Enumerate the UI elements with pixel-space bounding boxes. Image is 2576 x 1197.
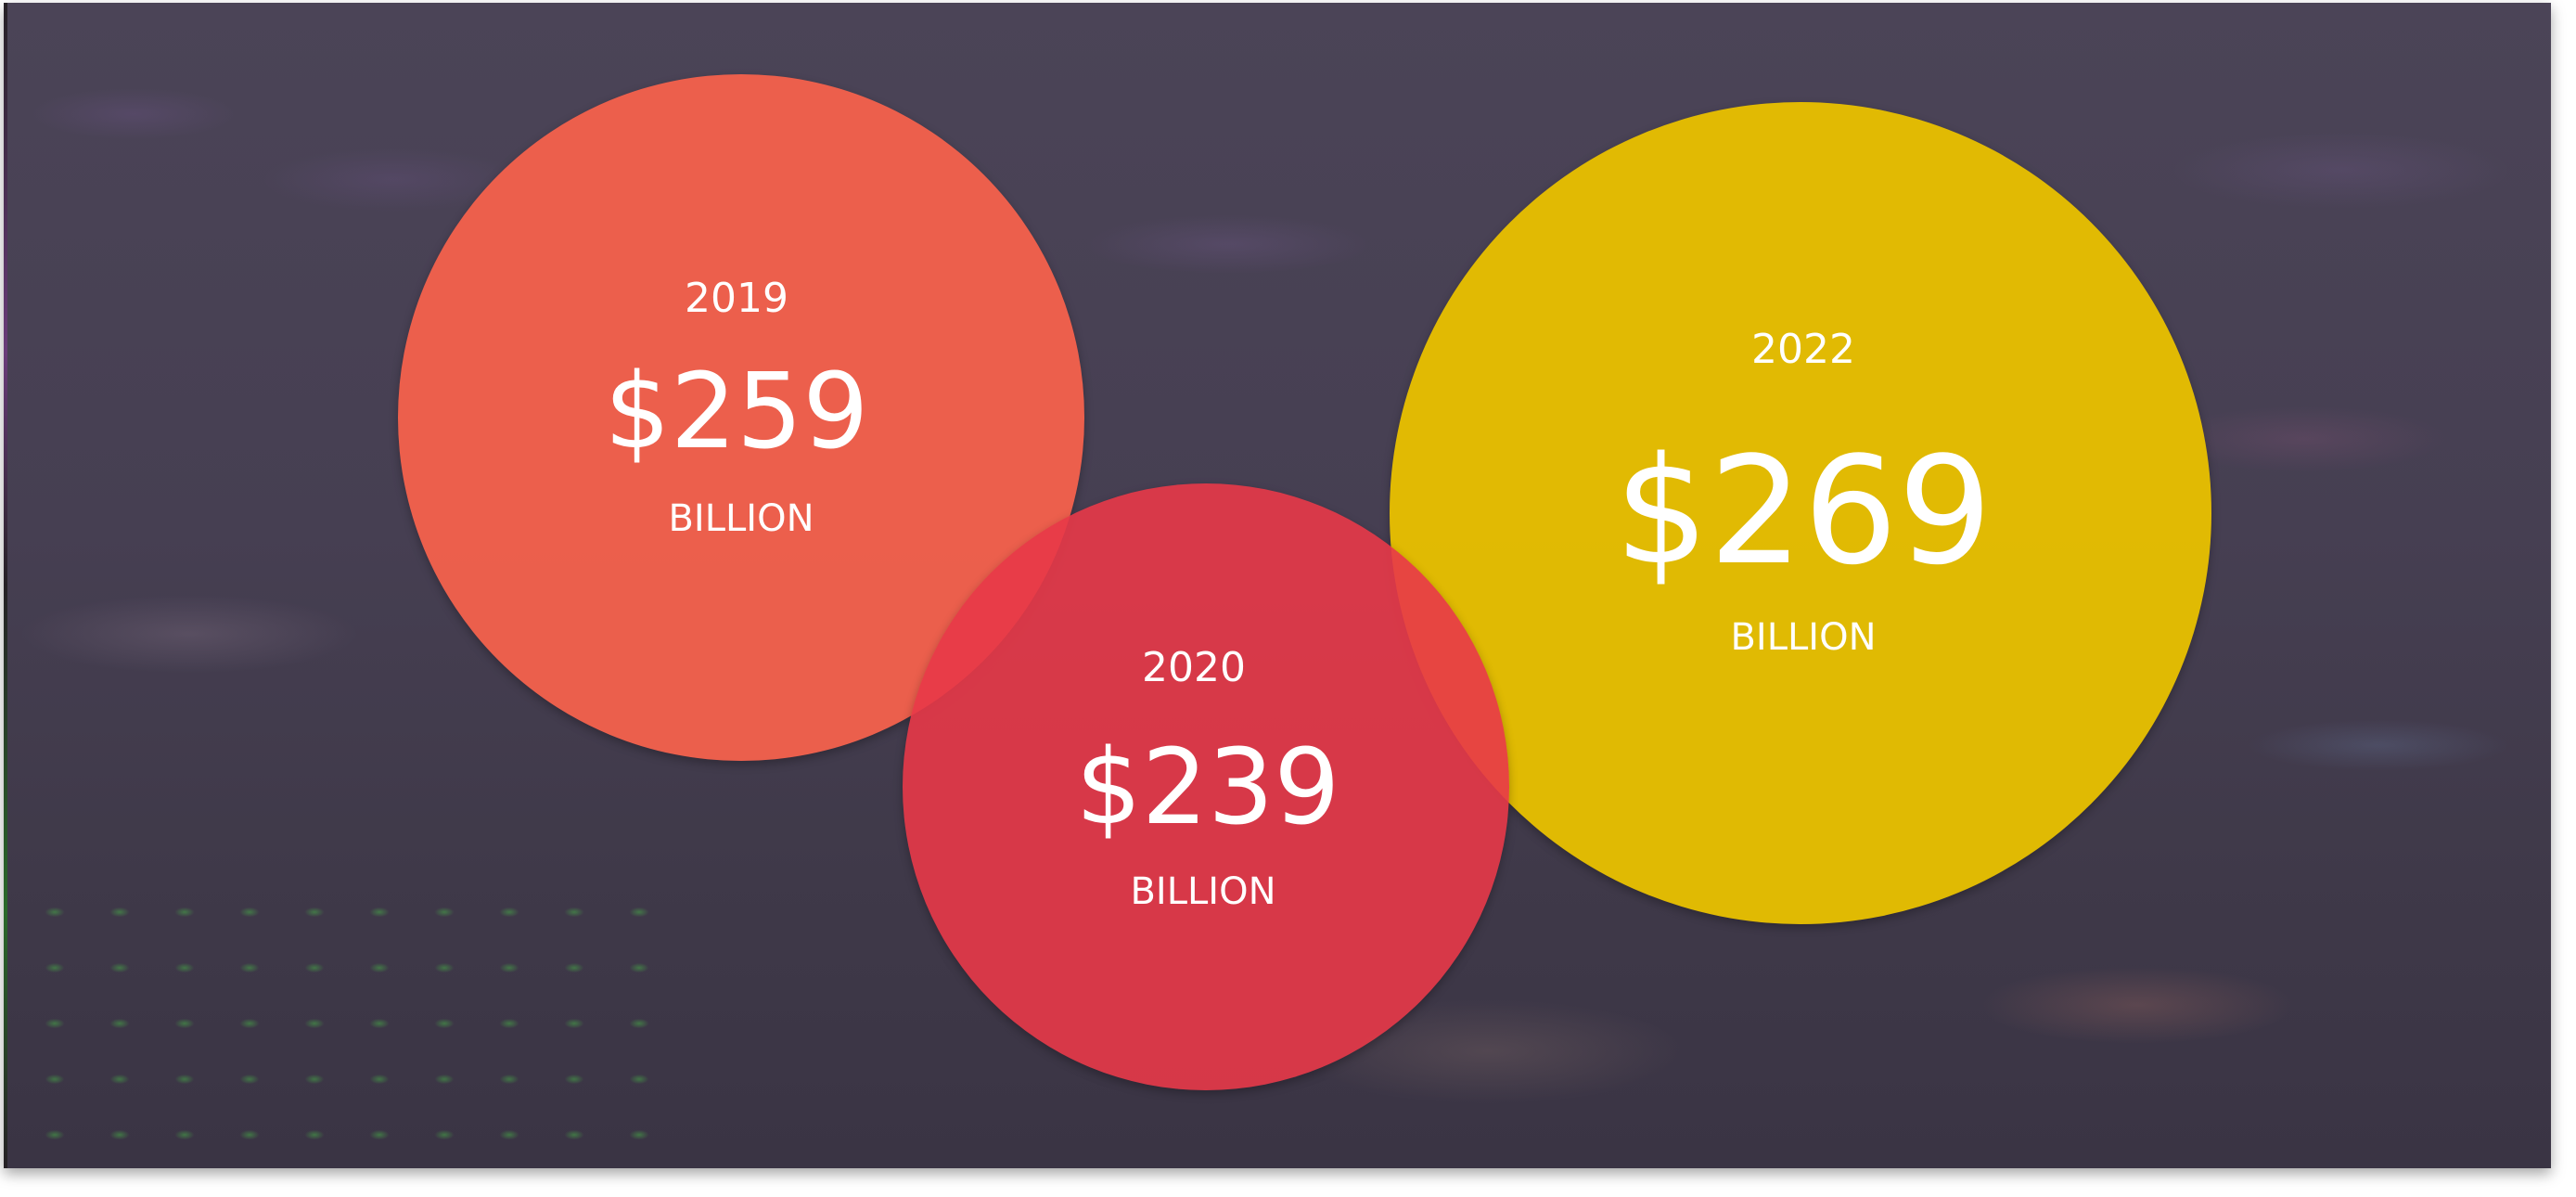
unit-label-2019: BILLION [668,497,814,540]
value-label-2022: $269 [1614,424,1993,598]
year-label-2022: 2022 [1751,326,1855,373]
year-label-2019: 2019 [685,275,788,322]
unit-label-2022: BILLION [1730,616,1877,659]
value-label-2019: $259 [604,352,869,472]
background-lights [22,884,672,1163]
bubble-2022 [1390,102,2211,924]
bubble-2020 [903,483,1509,1090]
slide-left-edge [4,3,7,1168]
value-label-2020: $239 [1075,727,1340,848]
slide: 2019 $259 BILLION 2020 $239 BILLION 2022… [4,3,2551,1168]
unit-label-2020: BILLION [1130,870,1276,913]
year-label-2020: 2020 [1142,644,1246,691]
